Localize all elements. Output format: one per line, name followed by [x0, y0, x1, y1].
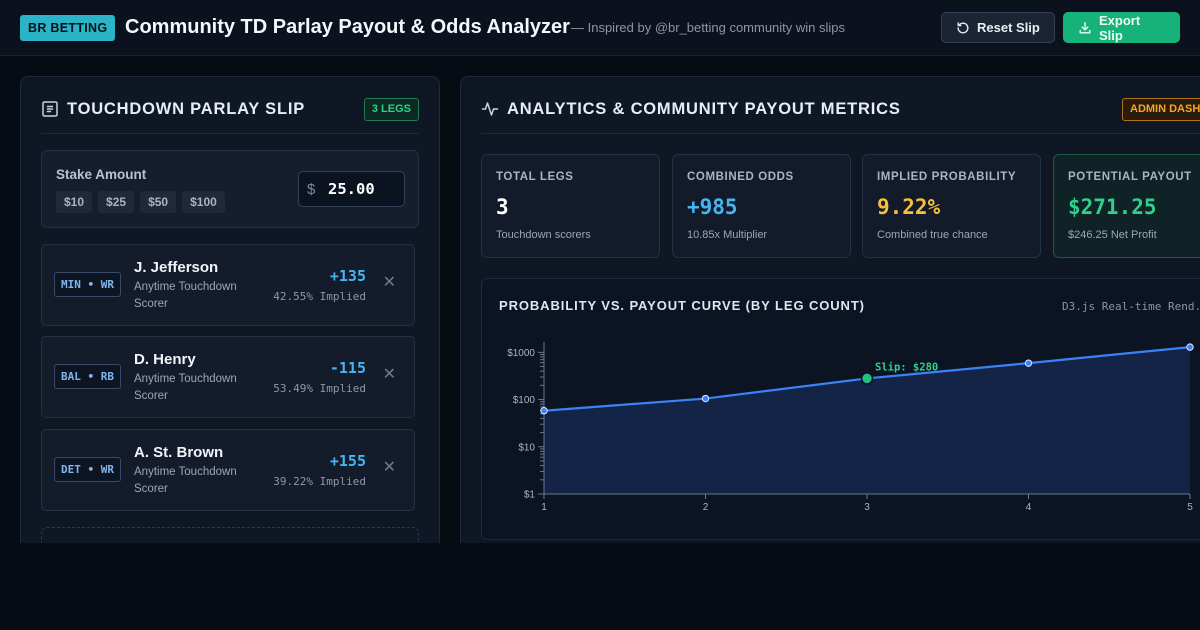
payout-curve-chart: $1 $10 $100 $1000 1 2 3 4 5 Slip: $280 PROBABILIT…: [481, 278, 1200, 540]
legs-count-badge: 3 LEGS: [363, 98, 419, 121]
stake-input-wrapper: $: [298, 171, 405, 207]
leg-card: BAL • RB D. Henry Anytime Touchdown Scor…: [41, 336, 415, 418]
analytics-panel: ANALYTICS & COMMUNITY PAYOUT METRICS ADM…: [460, 76, 1200, 566]
data-point: [701, 394, 710, 403]
slip-icon: [42, 101, 58, 117]
market-label: Anytime Touchdown Scorer: [134, 373, 237, 402]
metric-value: +985: [687, 195, 738, 219]
page-footer-area: [0, 543, 1200, 630]
metric-card-implied-probability: IMPLIED PROBABILITY 9.22% Combined true …: [862, 154, 1041, 258]
chart-area-fill: [544, 347, 1190, 494]
metric-subtext: Touchdown scorers: [496, 229, 591, 241]
app-title: Community TD Parlay Payout & Odds Analyz…: [125, 16, 570, 38]
x-tick-label: 3: [864, 502, 870, 513]
metric-value: 9.22%: [877, 195, 941, 219]
metric-subtext: Combined true chance: [877, 229, 988, 241]
remove-leg-icon[interactable]: ✕: [382, 274, 396, 291]
metric-label: POTENTIAL PAYOUT: [1068, 171, 1192, 183]
leg-odds: -115: [329, 359, 366, 377]
analytics-panel-header: ANALYTICS & COMMUNITY PAYOUT METRICS ADM…: [481, 98, 1200, 134]
team-position-tag: MIN • WR: [54, 272, 121, 297]
remove-leg-icon[interactable]: ✕: [382, 459, 396, 476]
metric-card-combined-odds: COMBINED ODDS +985 10.85x Multiplier: [672, 154, 851, 258]
player-name: J. Jefferson: [134, 259, 219, 276]
leg-implied-prob: 42.55% Implied: [273, 290, 366, 303]
chart-render-note: D3.js Real-time Rend...: [1062, 300, 1200, 313]
payout-curve-svg: $1 $10 $100 $1000 1 2 3 4 5 Slip: $280: [507, 342, 1194, 513]
stake-preset-10[interactable]: $10: [56, 191, 93, 213]
metric-card-total-legs: TOTAL LEGS 3 Touchdown scorers: [481, 154, 660, 258]
remove-leg-icon[interactable]: ✕: [382, 366, 396, 383]
metric-label: IMPLIED PROBABILITY: [877, 171, 1017, 183]
leg-card: MIN • WR J. Jefferson Anytime Touchdown …: [41, 244, 415, 326]
admin-dashboard-badge[interactable]: ADMIN DASHBO...: [1122, 98, 1200, 121]
export-slip-button[interactable]: Export Slip: [1063, 12, 1180, 43]
market-label: Anytime Touchdown Scorer: [134, 281, 237, 310]
metric-value: 3: [496, 195, 509, 219]
team-position-tag: BAL • RB: [54, 364, 121, 389]
reset-slip-button[interactable]: Reset Slip: [941, 12, 1055, 43]
metric-label: TOTAL LEGS: [496, 171, 574, 183]
activity-icon: [481, 102, 499, 116]
export-slip-label: Export Slip: [1099, 12, 1141, 43]
x-tick-label: 1: [541, 502, 547, 513]
stake-preset-25[interactable]: $25: [98, 191, 135, 213]
metric-card-potential-payout: POTENTIAL PAYOUT $271.25 $246.25 Net Pro…: [1053, 154, 1200, 258]
stake-preset-50[interactable]: $50: [140, 191, 177, 213]
x-tick-label: 2: [703, 502, 709, 513]
leg-card: DET • WR A. St. Brown Anytime Touchdown …: [41, 429, 415, 511]
leg-odds: +155: [329, 452, 366, 470]
app-header: BR BETTING Community TD Parlay Payout & …: [0, 0, 1200, 56]
metric-label: COMBINED ODDS: [687, 171, 794, 183]
chart-title: PROBABILITY VS. PAYOUT CURVE (BY LEG COU…: [499, 298, 865, 313]
team-position-tag: DET • WR: [54, 457, 121, 482]
highlight-point: [860, 372, 874, 385]
y-tick-label: $10: [518, 442, 535, 453]
stake-label: Stake Amount: [56, 167, 147, 182]
stake-input[interactable]: [325, 177, 401, 201]
currency-symbol: $: [307, 181, 316, 198]
parlay-slip-panel: TOUCHDOWN PARLAY SLIP 3 LEGS Stake Amoun…: [20, 76, 440, 567]
stake-preset-100[interactable]: $100: [182, 191, 225, 213]
metric-subtext: 10.85x Multiplier: [687, 229, 768, 241]
metric-value: $271.25: [1068, 195, 1157, 219]
player-name: D. Henry: [134, 351, 196, 368]
y-tick-label: $1: [524, 490, 536, 501]
download-icon: [1079, 21, 1091, 34]
brand-badge: BR BETTING: [20, 15, 116, 41]
player-name: A. St. Brown: [134, 444, 224, 461]
stake-presets: $10 $25 $50 $100: [56, 191, 225, 213]
x-tick-label: 5: [1187, 502, 1193, 513]
leg-implied-prob: 53.49% Implied: [273, 382, 366, 395]
slip-panel-title: TOUCHDOWN PARLAY SLIP: [67, 100, 306, 118]
y-tick-label: $100: [513, 395, 536, 406]
metric-subtext: $246.25 Net Profit: [1068, 229, 1157, 241]
stake-box: Stake Amount $10 $25 $50 $100 $: [41, 150, 419, 228]
reset-slip-label: Reset Slip: [977, 20, 1040, 35]
market-label: Anytime Touchdown Scorer: [134, 466, 237, 495]
data-point: [540, 407, 548, 415]
reset-icon: [957, 21, 969, 33]
slip-panel-header: TOUCHDOWN PARLAY SLIP 3 LEGS: [41, 98, 419, 134]
data-point: [1024, 359, 1033, 367]
data-point: [1186, 343, 1194, 351]
slip-payout-label: Slip: $280: [875, 361, 938, 373]
leg-implied-prob: 39.22% Implied: [273, 475, 366, 488]
y-tick-label: $1000: [507, 348, 535, 359]
analytics-panel-title: ANALYTICS & COMMUNITY PAYOUT METRICS: [507, 100, 901, 118]
leg-odds: +135: [329, 267, 366, 285]
x-tick-label: 4: [1026, 502, 1032, 513]
app-subtitle: — Inspired by @br_betting community win …: [571, 20, 846, 35]
